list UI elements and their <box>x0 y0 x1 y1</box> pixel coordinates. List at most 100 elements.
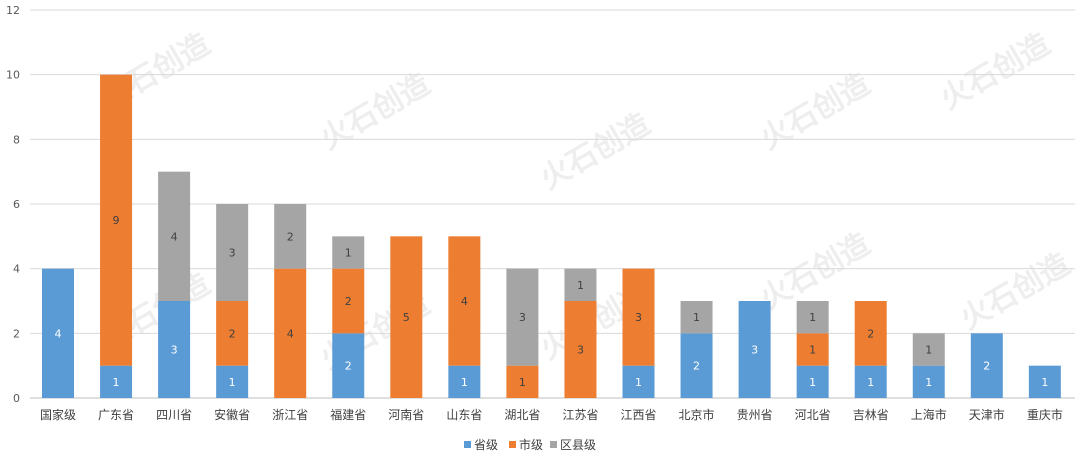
legend-label: 省级 <box>474 438 498 452</box>
data-label: 1 <box>577 279 584 292</box>
data-label: 1 <box>925 344 932 357</box>
data-label: 4 <box>55 327 62 340</box>
watermark-text: 火石创造 <box>315 67 436 157</box>
legend-swatch <box>550 441 557 448</box>
bar-segment <box>448 365 481 398</box>
x-category-label: 国家级 <box>40 407 76 422</box>
bar-segment <box>970 333 1003 398</box>
bar-segment <box>506 268 539 366</box>
bar-segment <box>506 365 539 398</box>
bar-segment <box>680 333 713 398</box>
x-axis-categories: 国家级 广东省 四川省 安徽省 浙江省 福建省 河南省 山东省 湖北省 江苏省 江西省 北京市 贵州省 河… <box>40 407 1063 422</box>
bar-segment <box>738 301 771 398</box>
data-label: 2 <box>229 327 236 340</box>
data-label: 1 <box>461 376 468 389</box>
data-label: 1 <box>809 376 816 389</box>
bar-segment <box>216 204 249 301</box>
bar-segment <box>796 333 829 366</box>
data-label: 1 <box>809 311 816 324</box>
x-category-label: 河北省 <box>795 408 831 422</box>
bar-segment <box>274 204 307 269</box>
bar-segment <box>100 365 133 398</box>
x-category-label: 上海市 <box>911 407 947 422</box>
y-tick-label: 12 <box>6 4 20 17</box>
legend-label: 区县级 <box>560 438 596 452</box>
bar-segment <box>564 301 597 398</box>
bar-segment <box>274 268 307 398</box>
x-category-label: 山东省 <box>446 408 482 422</box>
data-label: 1 <box>925 376 932 389</box>
x-category-label: 重庆市 <box>1027 407 1063 422</box>
legend-swatch <box>509 441 516 448</box>
bar-segment <box>332 268 365 334</box>
x-category-label: 吉林省 <box>853 408 889 422</box>
x-category-label: 四川省 <box>156 408 192 422</box>
bar-segment <box>216 365 249 398</box>
bar-segment <box>216 301 249 366</box>
y-tick-label: 6 <box>13 198 20 211</box>
y-axis-ticks: 0 2 4 6 8 10 12 <box>6 4 20 405</box>
x-category-label: 福建省 <box>330 407 366 422</box>
y-tick-label: 10 <box>6 69 20 82</box>
data-label: 2 <box>287 230 294 243</box>
bar-segment <box>796 301 829 334</box>
bar-segment <box>1028 365 1061 398</box>
data-label: 3 <box>751 344 758 357</box>
data-label: 2 <box>983 360 990 373</box>
x-category-label: 浙江省 <box>272 408 308 422</box>
data-label: 5 <box>403 311 410 324</box>
bar-segment <box>680 301 713 334</box>
bar-segment <box>622 365 655 398</box>
data-label: 3 <box>171 344 178 357</box>
bar-segment <box>158 171 191 301</box>
watermark-text: 火石创造 <box>955 247 1076 337</box>
data-label: 9 <box>113 214 120 227</box>
data-label: 3 <box>577 344 584 357</box>
data-label: 3 <box>635 311 642 324</box>
data-label: 2 <box>345 360 352 373</box>
y-tick-label: 4 <box>13 263 20 276</box>
data-label: 1 <box>809 344 816 357</box>
bar-segment <box>912 365 945 398</box>
bar-segment <box>564 268 597 301</box>
data-label: 3 <box>229 247 236 260</box>
y-tick-label: 8 <box>13 133 20 146</box>
x-category-label: 贵州省 <box>737 408 773 422</box>
x-category-label: 广东省 <box>98 408 134 422</box>
data-label: 1 <box>229 376 236 389</box>
bar-segment <box>100 74 133 366</box>
bar-segment <box>622 268 655 366</box>
bar-segment <box>332 333 365 398</box>
x-category-label: 安徽省 <box>214 407 250 422</box>
x-category-label: 湖北省 <box>504 407 540 422</box>
data-label: 1 <box>345 247 352 260</box>
x-category-label: 江西省 <box>620 408 656 422</box>
legend-label: 市级 <box>519 437 543 452</box>
gridlines <box>30 9 1075 399</box>
data-label: 4 <box>287 327 294 340</box>
bar-segment <box>390 236 423 398</box>
x-category-label: 天津市 <box>969 407 1005 422</box>
bar-segment <box>854 365 887 398</box>
data-label: 1 <box>519 376 526 389</box>
bar-segment <box>42 268 74 398</box>
y-tick-label: 0 <box>13 392 20 405</box>
data-label: 2 <box>867 327 874 340</box>
watermark-text: 火石创造 <box>935 27 1056 117</box>
x-category-label: 江苏省 <box>562 408 598 422</box>
watermark-text: 火石创造 <box>535 107 656 197</box>
data-label: 4 <box>171 230 178 243</box>
data-label: 4 <box>461 295 468 308</box>
legend-swatch <box>464 441 471 448</box>
legend: 省级 市级 区县级 <box>464 437 596 452</box>
bar-segment <box>158 301 191 398</box>
x-category-label: 河南省 <box>388 407 424 422</box>
data-label: 1 <box>1041 376 1048 389</box>
data-label: 2 <box>345 295 352 308</box>
bar-segment <box>448 236 481 366</box>
bar-segment <box>854 301 887 366</box>
data-label: 1 <box>635 376 642 389</box>
data-label: 3 <box>519 311 526 324</box>
y-tick-label: 2 <box>13 327 20 340</box>
